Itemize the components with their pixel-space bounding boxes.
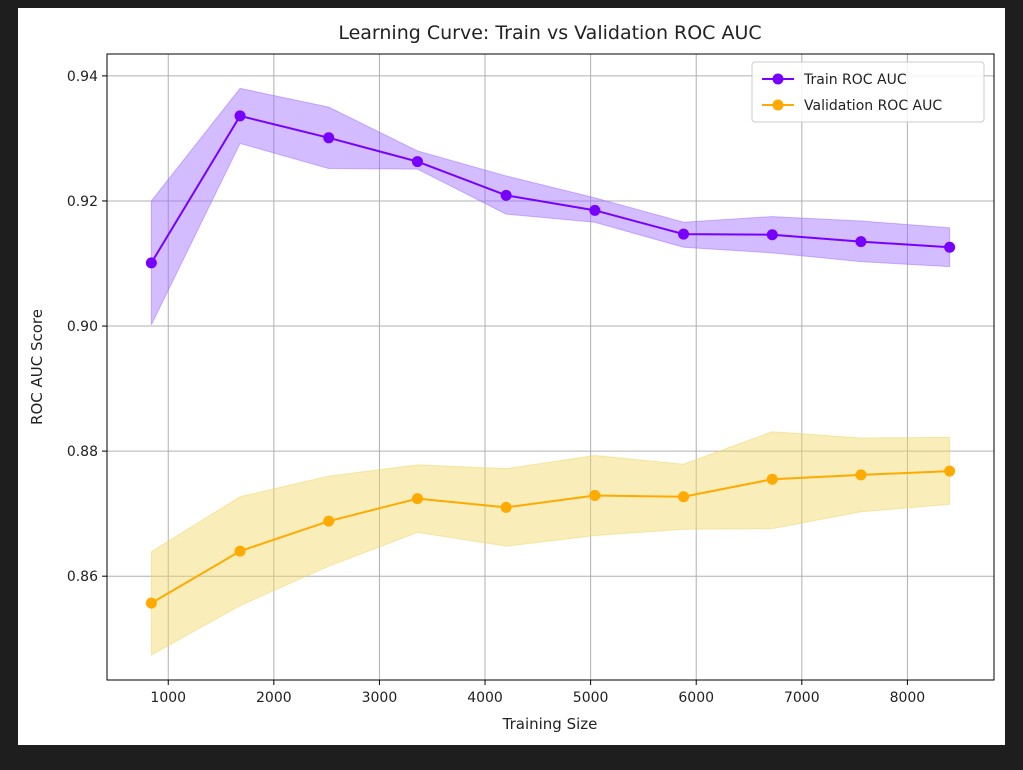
validation-data-point	[766, 473, 778, 485]
train-legend-label: Train ROC AUC	[803, 72, 907, 88]
train-data-point	[145, 257, 157, 269]
x-tick-label: 7000	[784, 690, 820, 706]
train-data-point	[855, 236, 867, 248]
learning-curve-chart: Learning Curve: Train vs Validation ROC …	[28, 22, 995, 733]
train-legend-marker	[772, 73, 784, 85]
chart-figure: Learning Curve: Train vs Validation ROC …	[18, 8, 1005, 745]
validation-legend-label: Validation ROC AUC	[804, 98, 942, 114]
x-tick-label: 2000	[256, 690, 292, 706]
train-data-point	[678, 228, 690, 240]
train-data-point	[323, 132, 335, 144]
validation-data-point	[678, 491, 690, 503]
validation-data-point	[855, 469, 867, 481]
validation-data-point	[411, 493, 423, 505]
series-markers	[145, 110, 956, 609]
y-axis-title: ROC AUC Score	[28, 309, 46, 425]
validation-data-point	[234, 545, 246, 557]
validation-legend-marker	[772, 99, 784, 111]
train-confidence-band	[150, 87, 951, 326]
y-tick-label: 0.86	[67, 569, 98, 585]
y-tick-label: 0.90	[67, 319, 98, 335]
x-tick-label: 5000	[573, 690, 609, 706]
validation-data-point	[500, 501, 512, 513]
train-data-point	[234, 110, 246, 122]
train-data-point	[500, 189, 512, 201]
train-data-point	[589, 204, 601, 216]
chart-title: Learning Curve: Train vs Validation ROC …	[338, 22, 761, 44]
plot-frame	[106, 53, 995, 681]
x-tick-label: 8000	[890, 690, 926, 706]
y-tick-label: 0.94	[67, 69, 98, 85]
x-tick-label: 6000	[678, 690, 714, 706]
validation-data-point	[944, 465, 956, 477]
validation-data-point	[589, 490, 601, 502]
x-tick-label: 1000	[150, 690, 186, 706]
validation-series-line	[150, 470, 950, 604]
y-tick-label: 0.88	[67, 444, 98, 460]
series-lines	[150, 114, 950, 604]
legend-box	[751, 61, 985, 123]
confidence-bands	[150, 87, 951, 656]
validation-confidence-band	[150, 431, 951, 656]
train-data-point	[944, 241, 956, 253]
x-axis-ticks: 1000 2000 3000 4000 5000 6000 7000 8000	[150, 680, 925, 706]
x-tick-label: 4000	[467, 690, 503, 706]
x-tick-label: 3000	[362, 690, 398, 706]
x-axis-title: Training Size	[502, 715, 598, 733]
train-data-point	[411, 156, 423, 168]
train-series-line	[150, 114, 950, 264]
y-axis-ticks: 0.86 0.88 0.90 0.92 0.94	[67, 69, 107, 585]
validation-data-point	[145, 597, 157, 609]
validation-data-point	[323, 515, 335, 527]
y-tick-label: 0.92	[67, 194, 98, 210]
legend: Train ROC AUC Validation ROC AUC	[751, 61, 985, 123]
train-data-point	[766, 229, 778, 241]
